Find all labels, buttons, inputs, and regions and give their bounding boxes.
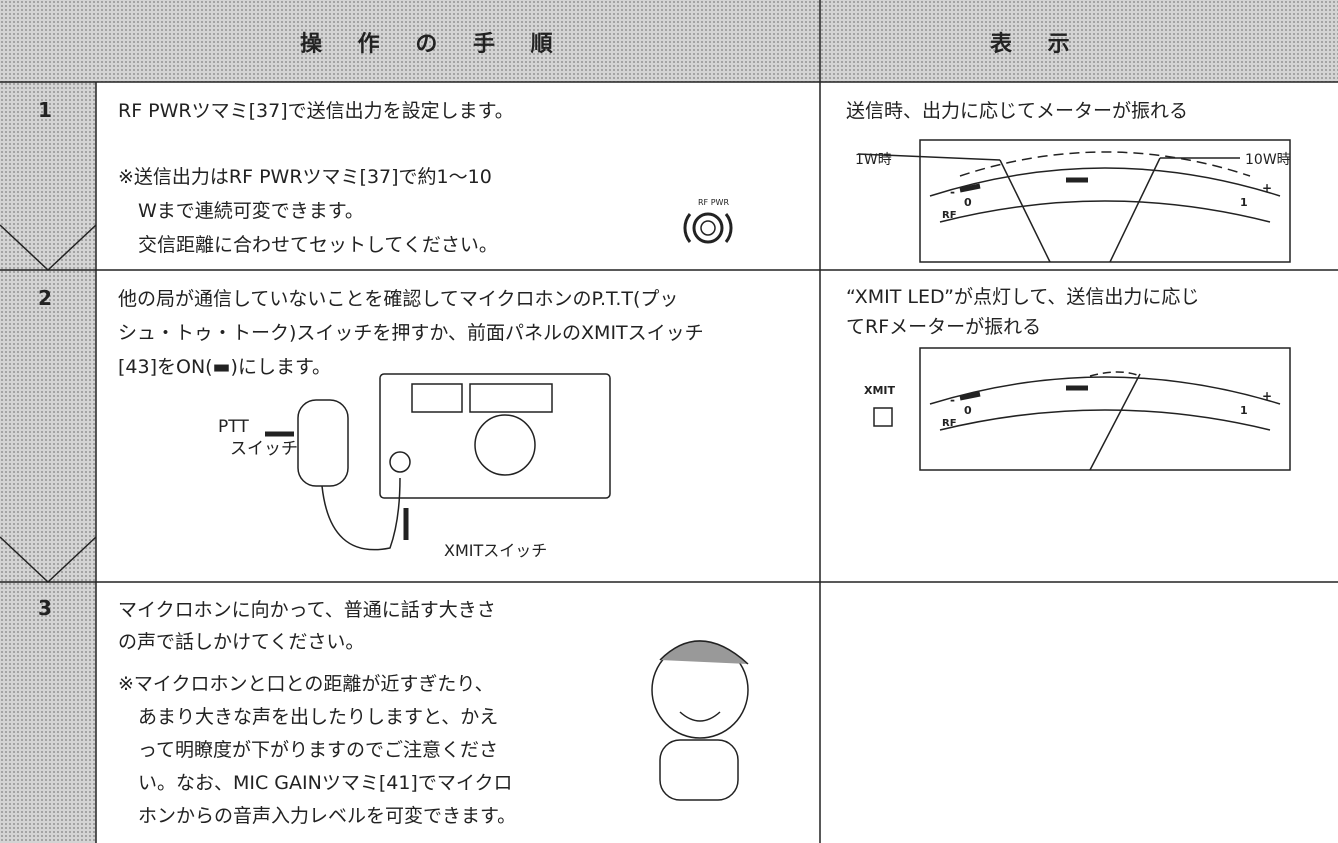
header-display: 表 示 — [990, 32, 1084, 57]
step-number: 2 — [38, 286, 52, 310]
scale-label: - — [950, 393, 955, 407]
scale-label: RF — [942, 210, 957, 221]
scale-label: + — [1262, 181, 1272, 195]
text-line: の声で話しかけてください。 — [118, 631, 365, 653]
text-line: 送信時、出力に応じてメーターが振れる — [846, 100, 1189, 122]
text-line: 交信距離に合わせてセットしてください。 — [138, 234, 498, 256]
led-label: XMIT — [864, 384, 896, 397]
header-procedure: 操 作 の 手 順 — [300, 32, 567, 57]
note: ※マイクロホンと口との距離が近すぎたり、 あまり大きな声を出したりしますと、かえ… — [118, 668, 516, 833]
text-line: “XMIT LED”が点灯して、送信出力に応じ — [846, 286, 1200, 308]
text-line: い。なお、MIC GAINツマミ[41]でマイクロ — [138, 772, 513, 794]
scale-label: 1 — [1240, 196, 1248, 209]
instruction: マイクロホンに向かって、普通に話す大きさ の声で話しかけてください。 — [118, 594, 496, 658]
scale-label: + — [1262, 389, 1272, 403]
knob-label: RF PWR — [698, 198, 729, 207]
meter-2: RF 0 1 - + XMIT — [864, 347, 1291, 471]
text-line: Wまで連続可変できます。 — [138, 200, 364, 222]
step-column-bg — [0, 82, 96, 843]
instruction: RF PWRツマミ[37]で送信出力を設定します。 — [118, 94, 514, 128]
step-number: 3 — [38, 596, 52, 620]
xmit-switch-label: XMITスイッチ — [444, 541, 547, 560]
text-line: てRFメーターが振れる — [846, 316, 1042, 338]
ptt-label: PTT — [218, 417, 249, 437]
meter-label: 1W時 — [855, 152, 892, 168]
scale-label: - — [950, 185, 955, 199]
meter-label: 10W時 — [1245, 152, 1291, 168]
speaker-illustration — [651, 640, 749, 801]
text-line: シュ・トゥ・トーク)スイッチを押すか、前面パネルのXMITスイッチ — [118, 322, 704, 344]
ptt-label: スイッチ — [230, 439, 298, 459]
scale-label: 1 — [1240, 404, 1248, 417]
radio: PTT スイッチ XMITスイッチ — [218, 373, 611, 560]
text-line: 他の局が通信していないことを確認してマイクロホンのP.T.T(プッ — [118, 288, 679, 310]
text-line: マイクロホンに向かって、普通に話す大きさ — [118, 599, 496, 621]
header-bg — [0, 0, 1338, 82]
note: ※送信出力はRF PWRツマミ[37]で約1～10 Wまで連続可変できます。 交… — [118, 160, 498, 262]
text-line: ※送信出力はRF PWRツマミ[37]で約1～10 — [118, 166, 492, 188]
scale-label: 0 — [964, 404, 972, 417]
text-line: ※マイクロホンと口との距離が近すぎたり、 — [118, 673, 494, 695]
scale-label: 0 — [964, 196, 972, 209]
text-line: ホンからの音声入力レベルを可変できます。 — [138, 805, 517, 827]
text-line: って明瞭度が下がりますのでご注意くださ — [138, 739, 499, 761]
knob: RF PWR — [683, 198, 733, 244]
display-text: “XMIT LED”が点灯して、送信出力に応じ てRFメーターが振れる — [846, 282, 1199, 342]
meter-1: 1W時 10W時 RF 0 1 - + — [855, 139, 1291, 263]
instruction: 他の局が通信していないことを確認してマイクロホンのP.T.T(プッ シュ・トゥ・… — [118, 282, 704, 384]
text-line: RF PWRツマミ[37]で送信出力を設定します。 — [118, 100, 514, 122]
scale-label: RF — [942, 418, 957, 429]
step-number: 1 — [38, 98, 52, 122]
text-line: あまり大きな声を出したりしますと、かえ — [138, 706, 499, 728]
display-text: 送信時、出力に応じてメーターが振れる — [846, 94, 1188, 128]
text-line: [43]をON(▬)にします。 — [118, 356, 332, 378]
